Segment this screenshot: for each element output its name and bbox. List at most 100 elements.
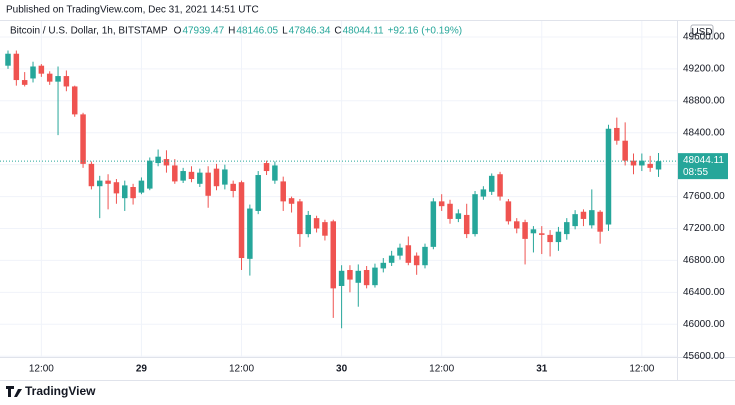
y-tick-label: 47200.00 bbox=[683, 223, 725, 234]
candle-body bbox=[438, 201, 445, 207]
change: +92.16 (+0.19%) bbox=[388, 26, 463, 37]
candle-body bbox=[105, 180, 111, 184]
candle-body bbox=[305, 214, 311, 235]
brand-name: TradingView bbox=[25, 384, 96, 398]
candle-body bbox=[272, 165, 278, 181]
y-tick-label: 49600.00 bbox=[683, 32, 725, 43]
ohlc-value: 48146.05 bbox=[236, 26, 278, 37]
candle-body bbox=[247, 208, 253, 259]
candle-body bbox=[180, 171, 186, 181]
candle-body bbox=[347, 270, 353, 280]
ohlc-value: 47846.34 bbox=[289, 26, 331, 37]
brand-logo: TradingView bbox=[6, 384, 96, 398]
candle-body bbox=[172, 165, 178, 182]
candle-body bbox=[13, 53, 20, 81]
candle-body bbox=[188, 171, 195, 180]
candle-body bbox=[96, 180, 103, 187]
candle-body bbox=[21, 80, 28, 85]
candle-body bbox=[430, 201, 437, 247]
y-tick-label: 46400.00 bbox=[683, 287, 725, 298]
candle-body bbox=[338, 270, 345, 286]
candle-body bbox=[580, 211, 587, 219]
candle-body bbox=[422, 246, 428, 266]
y-tick-label: 48800.00 bbox=[683, 95, 725, 106]
candle-body bbox=[513, 221, 520, 229]
candle-body bbox=[388, 255, 395, 263]
candle-body bbox=[288, 198, 295, 204]
candles bbox=[5, 50, 662, 329]
last-price-box bbox=[678, 153, 728, 180]
candle-body bbox=[46, 73, 53, 82]
candle-body bbox=[30, 66, 36, 79]
candle-body bbox=[589, 210, 595, 226]
candle-body bbox=[313, 218, 320, 229]
y-tick-label: 48400.00 bbox=[683, 127, 725, 138]
candle-body bbox=[597, 211, 603, 232]
candle-body bbox=[497, 174, 503, 197]
y-tick-label: 46800.00 bbox=[683, 255, 725, 266]
candle-body bbox=[238, 182, 245, 259]
symbol-title: Bitcoin / U.S. Dollar, 1h, BITSTAMP bbox=[10, 26, 168, 37]
candle-body bbox=[280, 181, 286, 202]
candle-body bbox=[630, 160, 637, 166]
candle-body bbox=[505, 201, 512, 222]
candle-body bbox=[572, 214, 578, 227]
candle-body bbox=[405, 245, 412, 263]
candle-body bbox=[255, 175, 261, 211]
candle-body bbox=[88, 163, 95, 187]
candle-body bbox=[522, 222, 528, 239]
ohlc-letter: C bbox=[334, 26, 341, 37]
ohlc-letter: L bbox=[282, 26, 288, 37]
candle-body bbox=[647, 163, 653, 168]
y-tick-label: 47600.00 bbox=[683, 191, 725, 202]
candle-body bbox=[380, 262, 387, 269]
candle-body bbox=[463, 214, 470, 235]
candle-body bbox=[655, 161, 662, 170]
x-tick-label: 31 bbox=[536, 364, 548, 375]
countdown: 08:55 bbox=[683, 167, 708, 178]
candle-body bbox=[447, 203, 453, 219]
candle-body bbox=[263, 163, 270, 172]
candle-body bbox=[113, 182, 120, 194]
candle-body bbox=[122, 185, 128, 199]
ohlc-value: 47939.47 bbox=[182, 26, 224, 37]
candle-body bbox=[80, 114, 86, 164]
currency[interactable]: USD bbox=[691, 27, 712, 38]
candle-body bbox=[564, 222, 570, 235]
candle-body bbox=[555, 231, 562, 243]
candle-body bbox=[213, 168, 220, 187]
candle-body bbox=[622, 140, 628, 161]
currency-box[interactable] bbox=[690, 24, 714, 40]
candle-body bbox=[222, 169, 228, 185]
candle-body bbox=[230, 183, 236, 191]
candle-body bbox=[639, 160, 645, 166]
candle-body bbox=[488, 175, 495, 192]
x-tick-label: 29 bbox=[136, 364, 148, 375]
candle-body bbox=[155, 156, 161, 164]
candle-body bbox=[5, 53, 11, 66]
candle-body bbox=[455, 213, 462, 219]
x-tick-label: 12:00 bbox=[629, 364, 654, 375]
candle-body bbox=[413, 255, 420, 266]
candle-body bbox=[71, 86, 78, 115]
candle-body bbox=[38, 65, 45, 74]
candle-body bbox=[297, 201, 303, 235]
candle-body bbox=[138, 180, 145, 193]
last-price: 48044.11 bbox=[683, 155, 724, 166]
candle-body bbox=[197, 172, 203, 184]
candle-body bbox=[205, 172, 211, 196]
candle-body bbox=[355, 270, 362, 283]
candle-body bbox=[130, 187, 136, 199]
y-tick-label: 46000.00 bbox=[683, 319, 725, 330]
candle-body bbox=[363, 270, 370, 286]
candle-body bbox=[372, 267, 378, 286]
candle-body bbox=[547, 234, 553, 243]
published-note: Published on TradingView.com, Dec 31, 20… bbox=[6, 5, 259, 16]
logo-icon bbox=[6, 386, 22, 397]
candle-body bbox=[480, 189, 487, 197]
candle-body bbox=[539, 233, 545, 235]
x-tick-label: 12:00 bbox=[29, 364, 54, 375]
